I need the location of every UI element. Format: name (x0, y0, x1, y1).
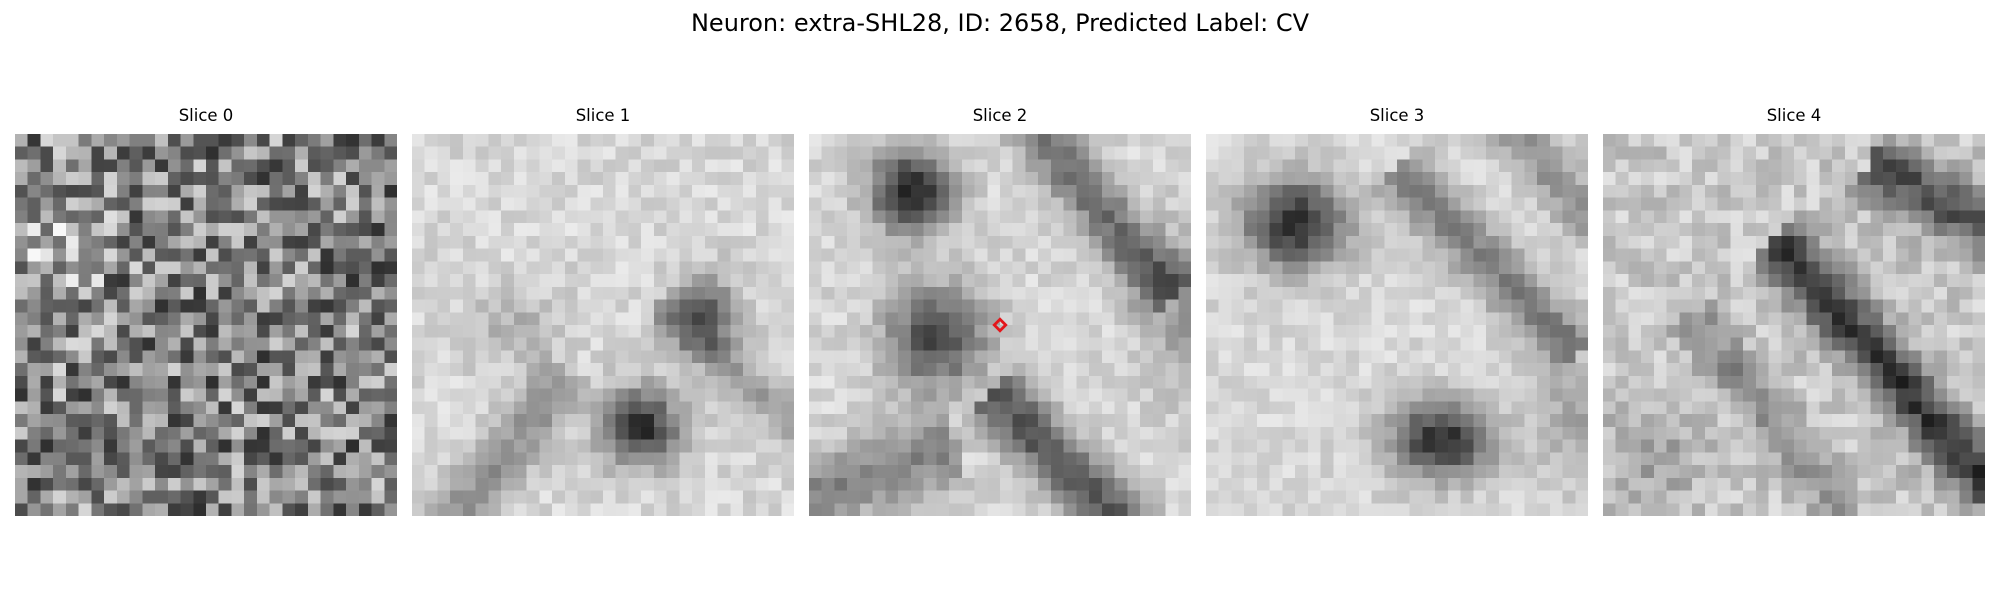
slice-title-3: Slice 3 (1369, 106, 1425, 125)
figure-title: Neuron: extra-SHL28, ID: 2658, Predicted… (690, 9, 1310, 37)
slice-title-4: Slice 4 (1766, 106, 1822, 125)
slice-image-4 (1603, 134, 1985, 516)
slice-title-0: Slice 0 (178, 106, 234, 125)
slice-image-1 (412, 134, 794, 516)
slice-image-0 (15, 134, 397, 516)
slice-title-2: Slice 2 (972, 106, 1028, 125)
slice-title-1: Slice 1 (575, 106, 631, 125)
slice-image-3 (1206, 134, 1588, 516)
slice-image-2 (809, 134, 1191, 516)
red-diamond-marker (992, 317, 1008, 333)
